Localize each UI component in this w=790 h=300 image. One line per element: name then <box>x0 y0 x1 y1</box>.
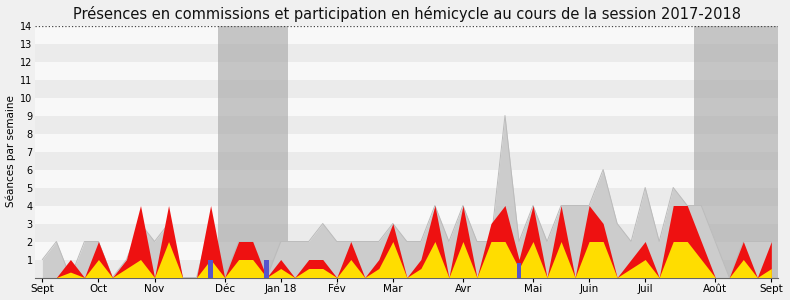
Bar <box>208 260 213 278</box>
Bar <box>36 44 778 62</box>
Bar <box>36 134 778 152</box>
Bar <box>36 26 778 44</box>
Bar <box>36 169 778 188</box>
Bar <box>36 224 778 242</box>
Bar <box>36 116 778 134</box>
Bar <box>36 188 778 206</box>
Y-axis label: Séances par semaine: Séances par semaine <box>6 96 16 207</box>
Bar <box>217 26 288 278</box>
Bar <box>694 26 778 278</box>
Bar <box>36 61 778 80</box>
Bar <box>36 260 778 278</box>
Bar <box>36 242 778 260</box>
Bar <box>517 263 521 278</box>
Bar <box>36 80 778 98</box>
Bar <box>36 206 778 224</box>
Title: Présences en commissions et participation en hémicycle au cours de la session 20: Présences en commissions et participatio… <box>73 6 741 22</box>
Bar <box>264 260 269 278</box>
Bar <box>36 152 778 169</box>
Bar <box>36 98 778 116</box>
